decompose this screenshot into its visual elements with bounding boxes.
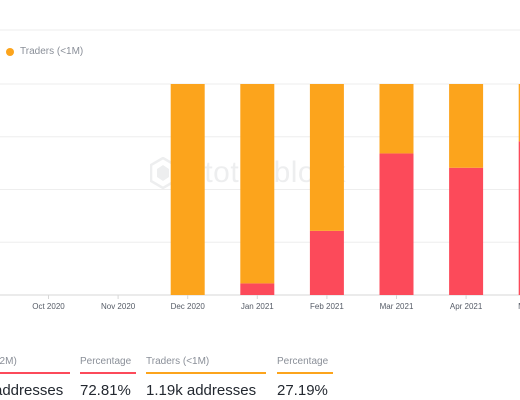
bar-whales-5 xyxy=(379,153,414,295)
legend-traders-dot xyxy=(6,47,14,56)
bar-whales-7 xyxy=(518,141,520,295)
whales-percentage-label: Percentage xyxy=(80,356,136,374)
x-tick-label-2: Dec 2020 xyxy=(171,302,206,311)
bar-whales-6 xyxy=(449,167,484,295)
whales-label: 12M) xyxy=(0,356,70,374)
stacked-bar-chart: Oct 2020 Nov 2020 Dec 2020 Jan 2021 Feb 2021… xyxy=(0,29,520,311)
whales-summary: 12M) addresses xyxy=(0,356,70,399)
traders-percentage-label: Percentage xyxy=(277,356,333,374)
legend-traders-label: Traders (<1M) xyxy=(20,46,84,57)
traders-percentage-value: 27.19% xyxy=(277,382,328,399)
x-tick-label-7: May 2021 xyxy=(518,302,520,311)
x-tick-label-0: Oct 2020 xyxy=(32,302,65,311)
x-tick-label-6: Apr 2021 xyxy=(450,302,483,311)
bar-traders-6 xyxy=(449,84,484,168)
bar-whales-4 xyxy=(309,230,344,295)
summary-footer: 12M) addresses Percentage 72.81% Traders… xyxy=(0,356,520,400)
bar-traders-7 xyxy=(518,84,520,142)
whales-percentage-value: 72.81% xyxy=(80,382,131,399)
bar-traders-3 xyxy=(240,84,275,284)
traders-percentage: Percentage 27.19% xyxy=(277,356,333,399)
bar-traders-2 xyxy=(170,84,205,295)
traders-summary: Traders (<1M) 1.19k addresses xyxy=(146,356,266,399)
chart-legend[interactable]: Traders (<1M) xyxy=(6,46,83,57)
x-tick-label-5: Mar 2021 xyxy=(380,302,414,311)
bar-whales-3 xyxy=(240,283,275,295)
bar-traders-5 xyxy=(379,84,414,154)
bar-traders-4 xyxy=(309,84,344,231)
x-tick-label-1: Nov 2020 xyxy=(101,302,136,311)
x-tick-label-3: Jan 2021 xyxy=(241,302,274,311)
traders-label: Traders (<1M) xyxy=(146,356,266,374)
whales-value: addresses xyxy=(0,382,64,399)
x-tick-label-4: Feb 2021 xyxy=(310,302,344,311)
whales-percentage: Percentage 72.81% xyxy=(80,356,136,399)
traders-value: 1.19k addresses xyxy=(146,382,257,399)
